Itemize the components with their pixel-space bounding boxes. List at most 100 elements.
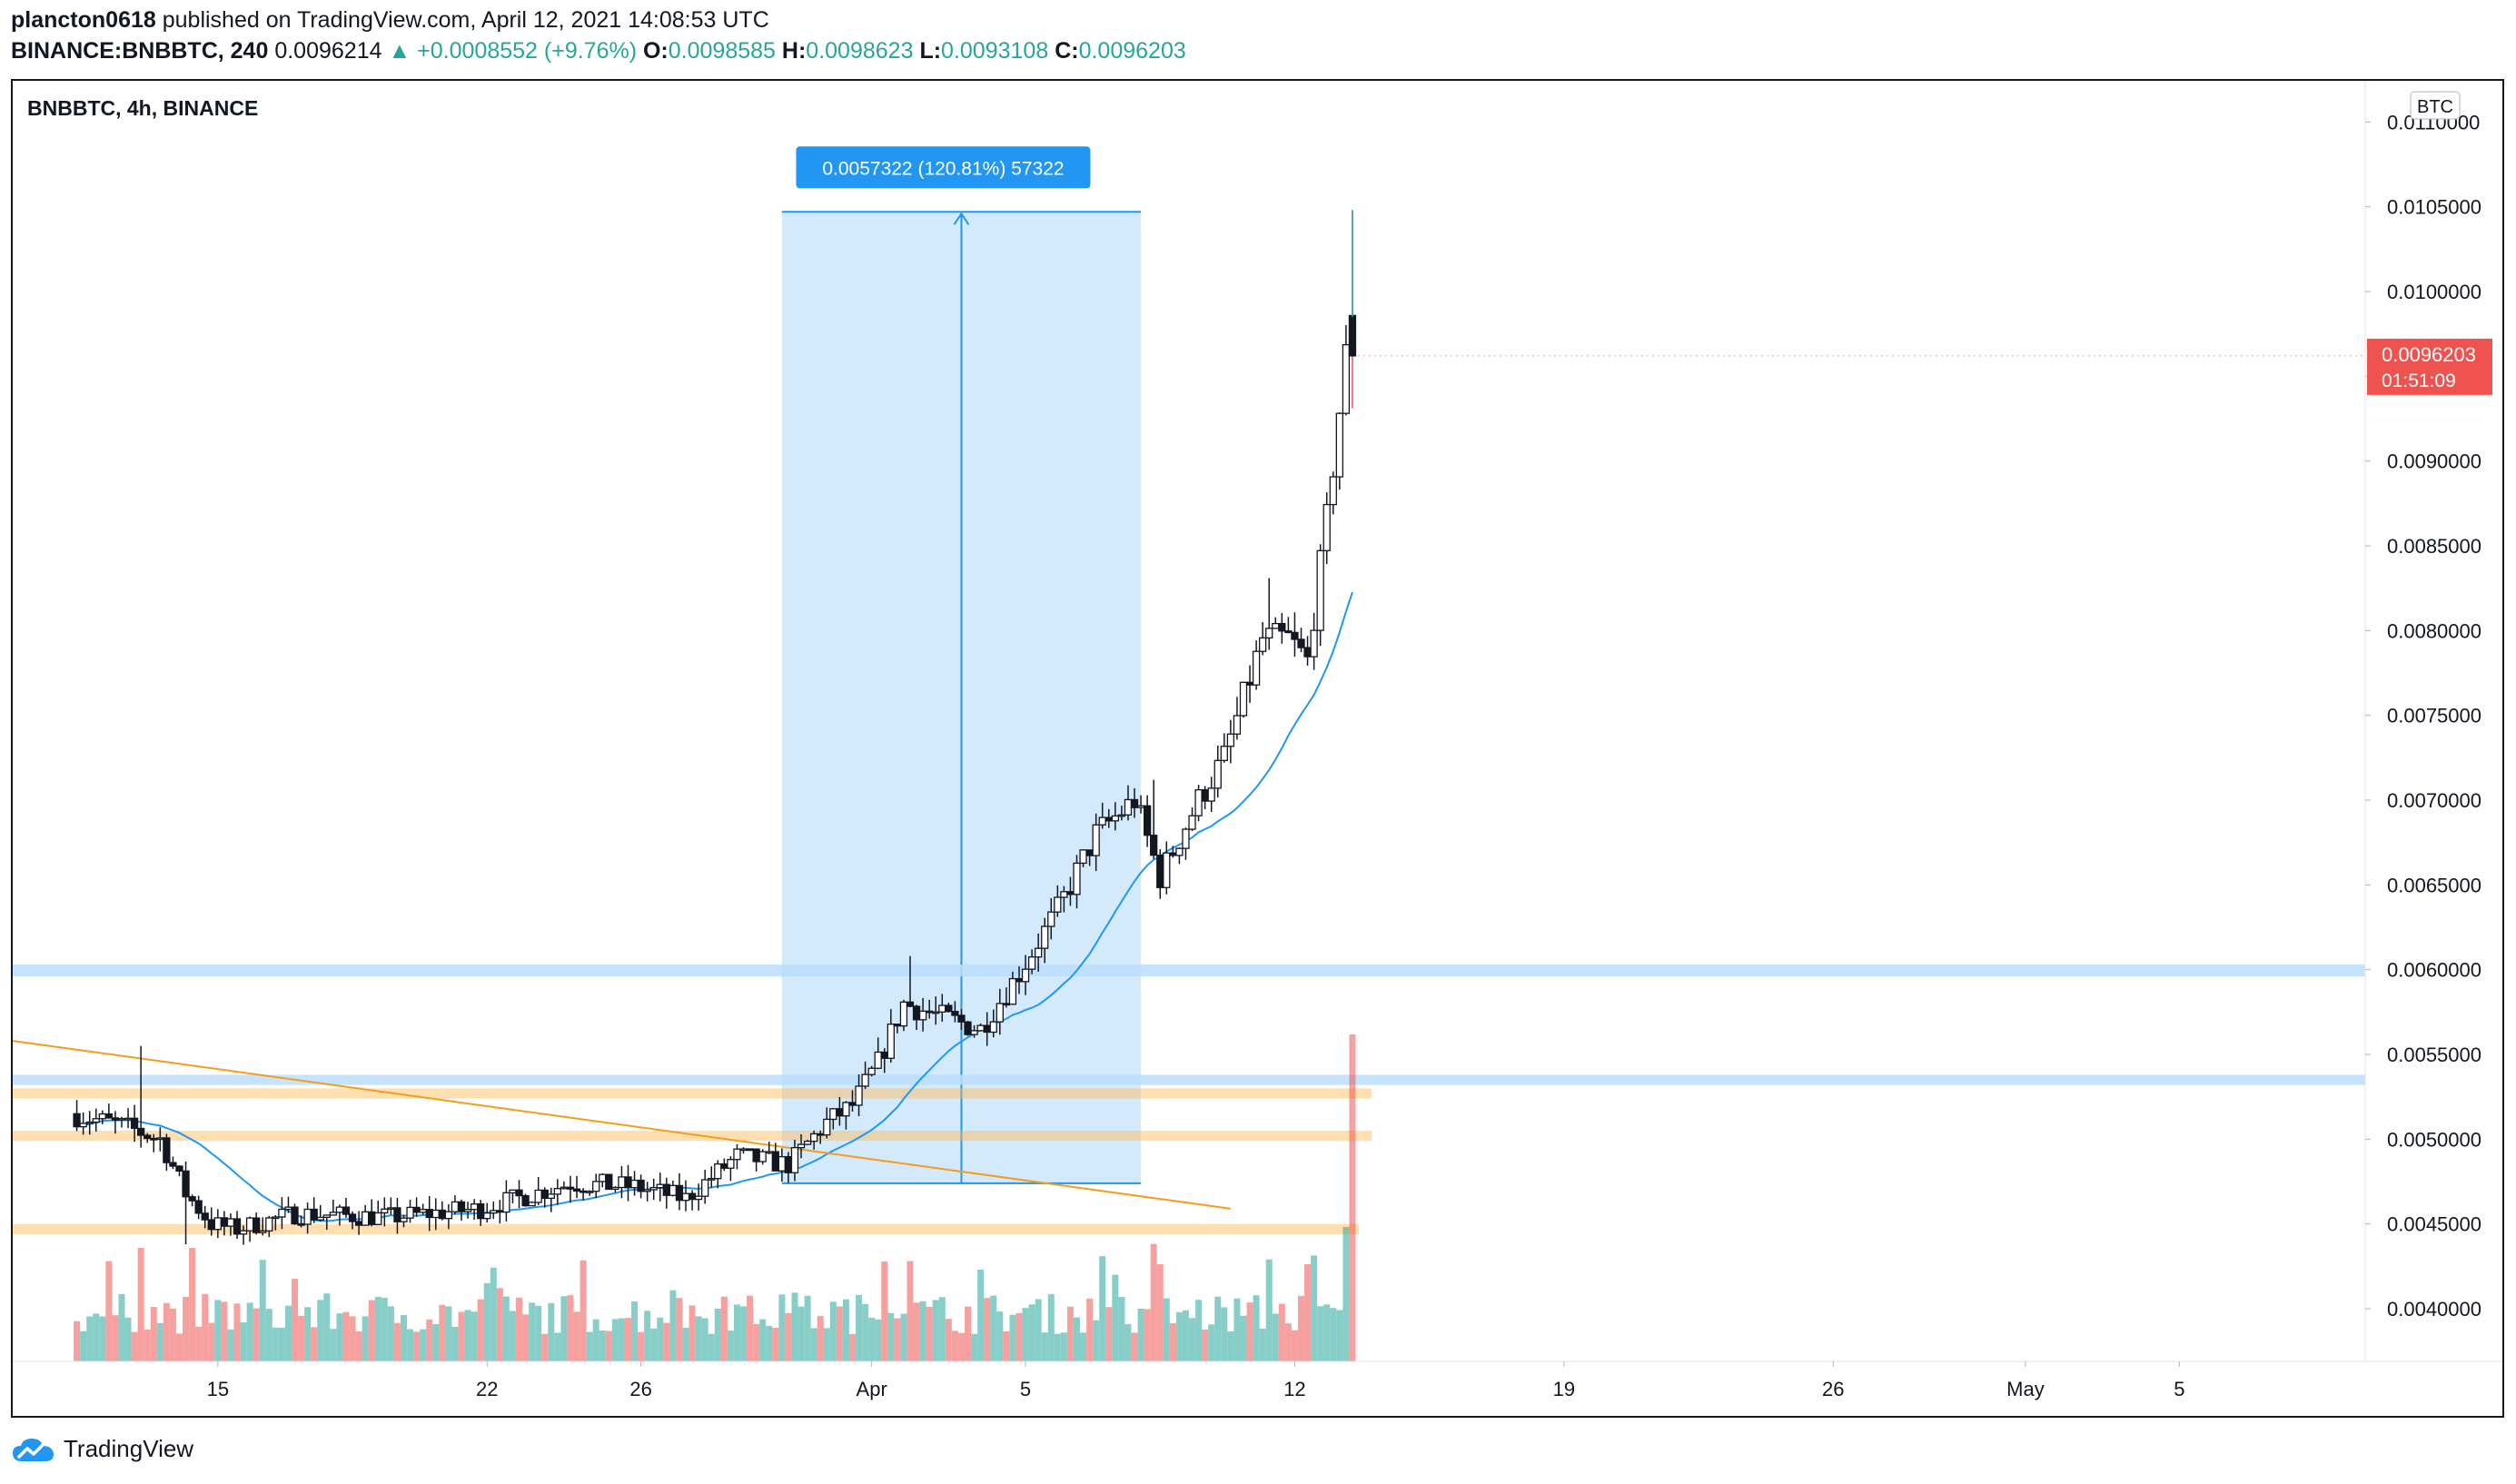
price-chart[interactable]: 0.0057322 (120.81%) 573220.01100000.0105… — [13, 81, 2502, 1416]
candle-body — [1310, 629, 1318, 658]
candle-body — [643, 1189, 651, 1192]
volume-bar — [1265, 1259, 1273, 1361]
candle-body — [451, 1201, 460, 1212]
volume-bar — [759, 1319, 767, 1361]
volume-bar — [829, 1301, 837, 1361]
volume-bar — [233, 1303, 241, 1361]
candle — [1163, 841, 1171, 895]
candle-body — [463, 1209, 472, 1212]
candle-body — [899, 1001, 908, 1027]
volume-bar — [862, 1303, 869, 1361]
volume-bar — [631, 1301, 639, 1361]
candle-body — [1335, 412, 1343, 478]
candle-body — [310, 1208, 318, 1221]
volume-bar — [284, 1305, 292, 1361]
candle — [1310, 612, 1318, 670]
candle — [803, 1140, 812, 1145]
volume-bar — [432, 1323, 440, 1361]
candle — [1233, 697, 1242, 740]
volume-bar — [1093, 1320, 1100, 1361]
chart-frame — [11, 79, 2504, 1418]
candle-body — [912, 1005, 921, 1021]
tradingview-footer[interactable]: TradingView — [11, 1435, 193, 1463]
publisher-name[interactable]: plancton0618 — [11, 7, 156, 33]
volume-bar — [592, 1319, 599, 1361]
candle-body — [85, 1121, 94, 1124]
measure-label-box — [796, 146, 1091, 189]
time-tick-label: 5 — [1020, 1378, 1031, 1400]
candle-body — [239, 1230, 248, 1235]
volume-bar — [605, 1331, 612, 1361]
volume-bar — [1246, 1302, 1253, 1361]
volume-bar — [535, 1305, 542, 1361]
candle-body — [790, 1146, 799, 1173]
volume-bar — [1253, 1295, 1260, 1361]
candle-body — [259, 1230, 267, 1233]
candle-body — [733, 1148, 741, 1161]
volume-bar — [445, 1306, 452, 1361]
candle — [797, 1133, 806, 1159]
candle — [1278, 612, 1286, 644]
candle-body — [810, 1133, 818, 1143]
candle-body — [528, 1202, 536, 1207]
candle-body — [926, 1010, 934, 1014]
volume-bar — [464, 1310, 471, 1361]
candle-body — [605, 1173, 613, 1191]
volume-bar — [93, 1313, 100, 1361]
candle-body — [387, 1207, 395, 1211]
high-label: H: — [781, 38, 807, 64]
candle-body — [765, 1151, 773, 1154]
countdown-timer: 01:51:09 — [2382, 371, 2456, 391]
volume-bar — [766, 1325, 773, 1361]
candle — [1027, 949, 1036, 974]
candle — [463, 1202, 472, 1219]
volume-bar — [1227, 1331, 1234, 1361]
price-tick-label: 0.0090000 — [2387, 450, 2481, 473]
publish-info: plancton0618 published on TradingView.co… — [11, 7, 769, 34]
candle — [1035, 933, 1043, 972]
candle-body — [1316, 549, 1324, 631]
candle-body — [694, 1195, 703, 1201]
candle-body — [714, 1163, 722, 1180]
volume-bar — [644, 1311, 651, 1361]
candle-body — [618, 1176, 626, 1189]
candle-body — [823, 1118, 831, 1136]
candle-body — [708, 1178, 716, 1181]
candle — [1291, 612, 1299, 658]
candle-body — [976, 1024, 985, 1032]
candle — [1239, 681, 1248, 718]
volume-bar — [1060, 1332, 1067, 1361]
volume-bar — [1144, 1309, 1151, 1361]
candle-body — [906, 1001, 915, 1007]
price-tick-label: 0.0085000 — [2387, 535, 2481, 558]
volume-bar — [1342, 1227, 1350, 1361]
candle-body — [496, 1210, 504, 1213]
volume-bar — [573, 1311, 580, 1361]
candle-body — [1027, 956, 1036, 970]
candle-body — [1150, 835, 1158, 856]
candle-body — [136, 1127, 145, 1136]
candle-body — [419, 1209, 427, 1213]
candle-body — [656, 1183, 664, 1189]
volume-bar — [541, 1333, 549, 1361]
candle-body — [778, 1156, 787, 1172]
candle — [708, 1166, 716, 1188]
volume-bar — [996, 1311, 1004, 1361]
volume-bar — [1073, 1317, 1080, 1361]
volume-bar — [836, 1306, 843, 1361]
candle-body — [483, 1212, 491, 1220]
candle — [175, 1165, 183, 1177]
candle — [194, 1195, 203, 1220]
candle-body — [861, 1073, 869, 1087]
volume-bar — [663, 1322, 670, 1361]
candle-body — [1136, 805, 1145, 808]
volume-bar — [99, 1316, 106, 1361]
time-tick-label: Apr — [857, 1378, 887, 1400]
candle-body — [111, 1117, 120, 1121]
volume-bar — [938, 1297, 946, 1361]
candle-body — [1348, 314, 1357, 357]
candle-body — [272, 1216, 280, 1220]
ohlc-legend: BINANCE:BNBBTC, 240 0.0096214 ▲ +0.00085… — [11, 38, 1186, 64]
candle-body — [579, 1190, 588, 1193]
candle-body — [1188, 815, 1196, 830]
